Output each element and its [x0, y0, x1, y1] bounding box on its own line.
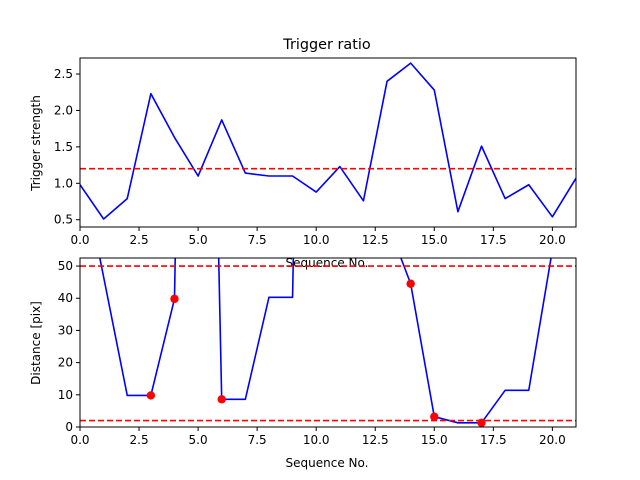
top-subplot: Trigger ratio Sequence No. Trigger stren… [29, 37, 577, 270]
bottom-marker-1 [170, 294, 179, 304]
bottom-subplot: Sequence No. Distance [pix] 0.0 2.5 5.0 7.5… [29, 257, 577, 470]
top-x-tick-label-3: 7.5 [248, 233, 267, 247]
top-x-tick-label-4: 10.0 [303, 233, 330, 247]
top-y-tick-label-0: 0.5 [54, 213, 73, 227]
bottom-marker-4 [430, 412, 439, 421]
top-x-tick-label-5: 12.5 [362, 233, 389, 247]
top-y-tick-label-4: 2.5 [54, 67, 73, 81]
bottom-plot-area [80, 258, 576, 427]
top-x-tick-label-6: 15.0 [421, 233, 448, 247]
bottom-x-tick-label-4: 10.0 [303, 433, 330, 447]
bottom-marker-2 [217, 395, 226, 404]
top-series-line-0 [80, 62, 576, 220]
top-axes-frame [79, 57, 577, 228]
bottom-x-tick-label-2: 5.0 [189, 433, 208, 447]
top-x-tick-label-0: 0.0 [70, 233, 89, 247]
bottom-marker-5 [477, 418, 486, 427]
top-y-tick-label-2: 1.5 [54, 140, 73, 154]
bottom-x-tick-label-3: 7.5 [248, 433, 267, 447]
top-x-tick-label-8: 20.0 [539, 233, 566, 247]
bottom-marker-0 [146, 391, 156, 400]
bottom-x-tick-label-6: 15.0 [421, 433, 448, 447]
bottom-y-tick-label-1: 10 [58, 388, 73, 402]
chart-title: Trigger ratio [282, 37, 371, 53]
bottom-x-tick-label-8: 20.0 [539, 433, 566, 447]
bottom-y-tick-label-4: 40 [58, 291, 73, 305]
top-plot-area [80, 62, 576, 220]
bottom-axes-frame [79, 257, 577, 428]
bottom-y-tick-label-2: 20 [58, 356, 73, 370]
top-y-axis-label: Trigger strength [29, 95, 43, 192]
top-x-tick-label-1: 2.5 [130, 233, 149, 247]
bottom-y-tick-label-0: 0 [65, 420, 73, 434]
bottom-x-tick-label-7: 17.5 [480, 433, 507, 447]
bottom-x-tick-label-0: 0.0 [70, 433, 89, 447]
bottom-x-axis-label: Sequence No. [286, 456, 369, 470]
bottom-y-tick-label-3: 30 [58, 323, 73, 337]
top-y-tick-label-3: 2.0 [54, 103, 73, 117]
top-x-tick-label-2: 5.0 [189, 233, 208, 247]
bottom-x-tick-label-1: 2.5 [130, 433, 149, 447]
bottom-marker-3 [406, 279, 415, 288]
bottom-x-tick-label-5: 12.5 [362, 433, 389, 447]
top-y-tick-label-1: 1.0 [54, 176, 73, 190]
bottom-y-axis-label: Distance [pix] [29, 301, 43, 385]
top-x-tick-label-7: 17.5 [480, 233, 507, 247]
bottom-y-tick-label-5: 50 [58, 259, 73, 273]
